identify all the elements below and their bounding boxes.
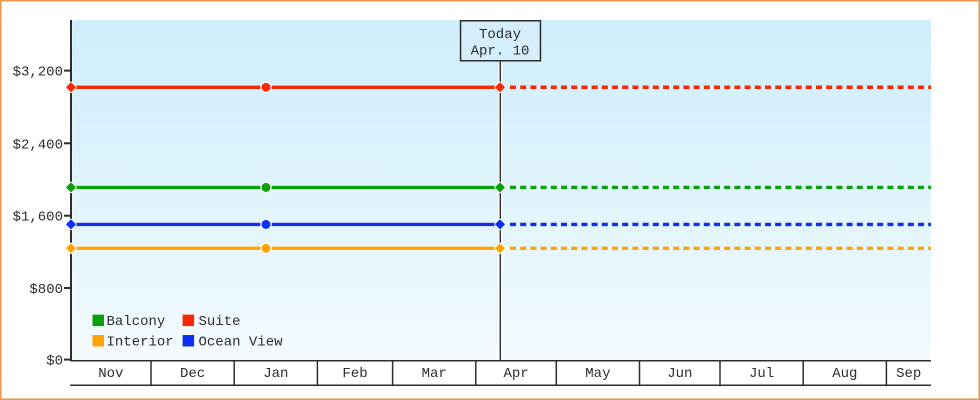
svg-text:Feb: Feb [342,366,367,382]
svg-text:Ocean View: Ocean View [199,334,284,350]
svg-text:Sep: Sep [896,366,921,382]
svg-text:Mar: Mar [422,366,447,382]
svg-text:$2,400: $2,400 [13,137,63,153]
svg-text:May: May [585,366,610,382]
svg-text:Today: Today [479,27,521,43]
svg-text:$3,200: $3,200 [13,65,63,81]
svg-text:Nov: Nov [98,366,123,382]
svg-text:Dec: Dec [180,366,205,382]
svg-text:Aug: Aug [832,366,857,382]
svg-text:$0: $0 [46,354,63,370]
svg-text:Interior: Interior [107,334,174,350]
svg-text:Balcony: Balcony [107,314,166,330]
svg-text:Apr. 10: Apr. 10 [471,44,530,60]
svg-text:Apr: Apr [503,366,528,382]
svg-text:Suite: Suite [199,314,241,330]
svg-text:Jul: Jul [749,366,774,382]
svg-text:$800: $800 [29,282,63,298]
svg-text:Jan: Jan [263,366,288,382]
svg-text:Jun: Jun [667,366,692,382]
svg-text:$1,600: $1,600 [13,210,63,226]
